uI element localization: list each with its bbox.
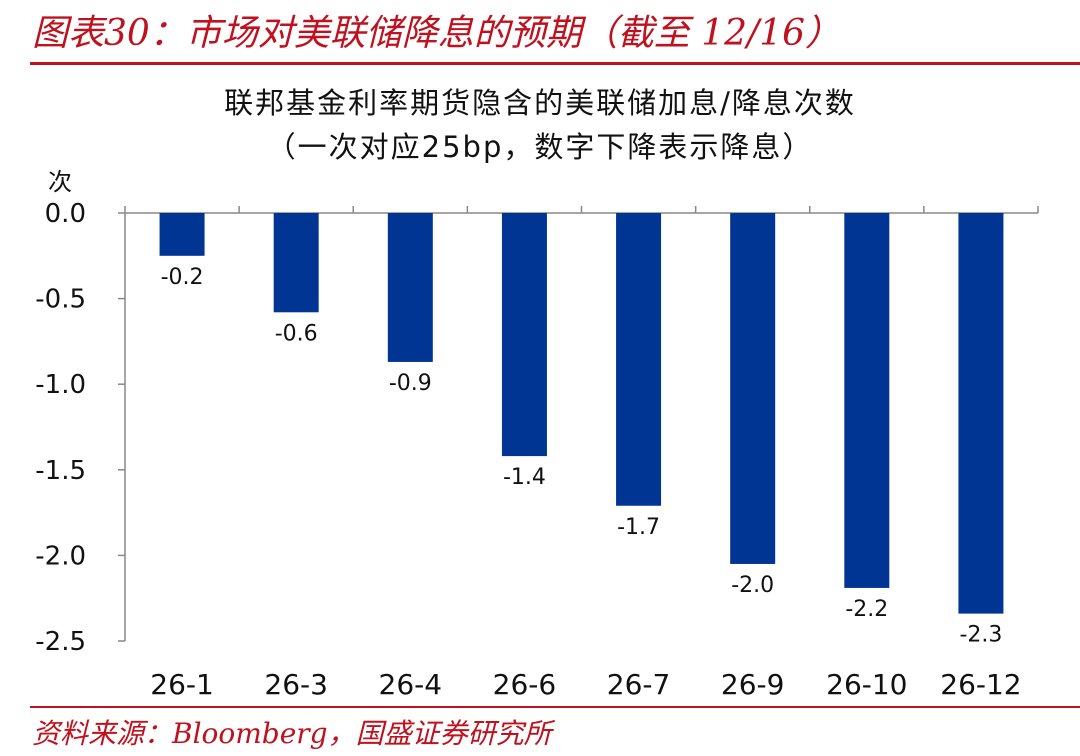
x-tick-label: 26-3 <box>264 668 328 701</box>
bar <box>958 213 1004 614</box>
bar <box>501 213 547 457</box>
x-tick-label: 26-1 <box>150 668 214 701</box>
data-label: -2.2 <box>845 597 888 622</box>
y-tick-label: -1.0 <box>35 370 86 400</box>
bottom-rule <box>30 706 1080 708</box>
x-tick-label: 26-4 <box>379 668 443 701</box>
bar <box>616 213 662 506</box>
bar <box>273 213 319 313</box>
data-label: -0.9 <box>389 371 432 396</box>
chart-title: 联邦基金利率期货隐含的美联储加息/降息次数 <box>224 86 856 120</box>
y-tick-label: -0.5 <box>35 285 86 315</box>
data-label: -1.4 <box>503 465 546 490</box>
bar <box>159 213 205 256</box>
data-label: -2.0 <box>731 573 774 598</box>
data-label: -0.2 <box>161 265 204 290</box>
data-label: -1.7 <box>617 515 660 540</box>
y-tick-label: 0.0 <box>45 199 86 229</box>
x-tick-label: 26-6 <box>493 668 557 701</box>
x-tick-label: 26-10 <box>826 668 907 701</box>
top-rule <box>30 62 1080 65</box>
figure-title: 图表30：市场对美联储降息的预期（截至 12/16） <box>32 13 841 54</box>
y-tick-label: -2.0 <box>35 541 86 571</box>
data-label: -2.3 <box>959 623 1002 648</box>
data-label: -0.6 <box>275 321 318 346</box>
x-tick-label: 26-9 <box>721 668 785 701</box>
x-tick-label: 26-12 <box>940 668 1021 701</box>
chart-subtitle: （一次对应25bp，数字下降表示降息） <box>266 130 814 164</box>
bar <box>730 213 776 564</box>
y-axis-unit: 次 <box>48 168 72 196</box>
y-tick-label: -2.5 <box>35 627 86 657</box>
y-tick-label: -1.5 <box>35 456 86 486</box>
source-note: 资料来源：Bloomberg，国盛证券研究所 <box>32 717 552 750</box>
bar <box>387 213 433 362</box>
x-tick-label: 26-7 <box>607 668 671 701</box>
bar <box>844 213 890 588</box>
